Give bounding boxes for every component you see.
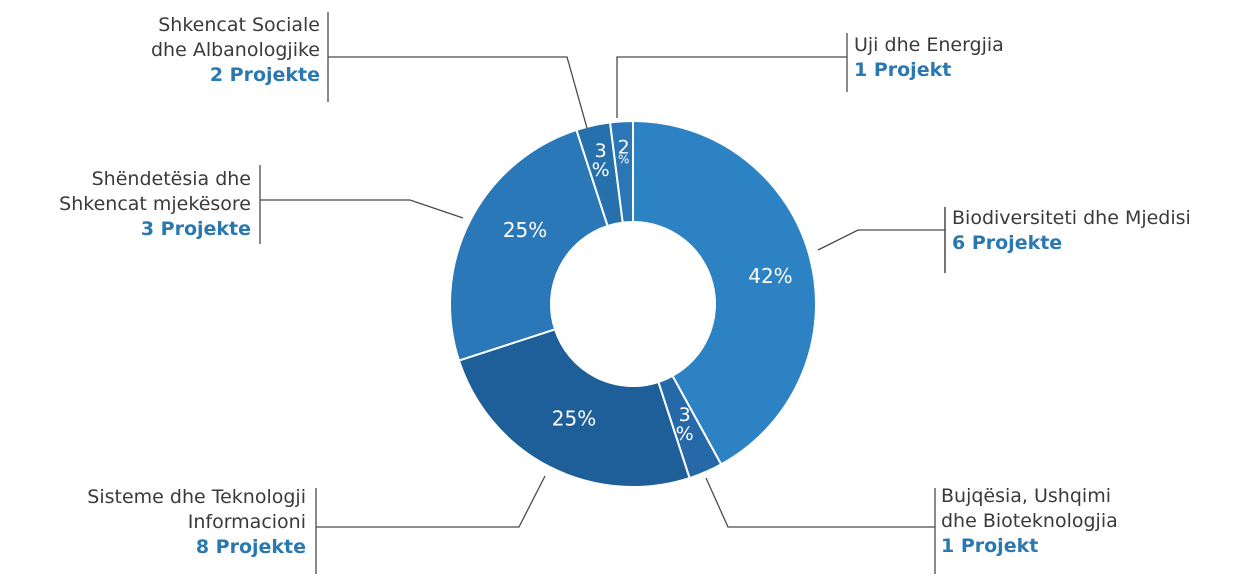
percent-label-biodiversiteti-dhe-mjedisi: 42%	[748, 264, 792, 288]
leader-line-biodiversiteti-dhe-mjedisi	[817, 207, 946, 273]
category-name-shkencat-sociale-dhe-albanologjike: Shkencat Sociale	[158, 14, 320, 36]
percent-label-bujqesia-ushqimi-dhe-bioteknologjia: 3%	[676, 403, 694, 444]
project-count-bujqesia-ushqimi-dhe-bioteknologjia: 1 Projekt	[941, 535, 1038, 557]
percent-label-shkencat-sociale-dhe-albanologjike: 3%	[592, 140, 610, 181]
leader-line-sisteme-dhe-teknologji-informacioni	[316, 475, 546, 528]
percent-label-uji-dhe-energjia: 2%	[618, 136, 630, 166]
leader-lines	[259, 12, 946, 574]
category-name-sisteme-dhe-teknologji-informacioni: Informacioni	[188, 511, 306, 533]
project-count-sisteme-dhe-teknologji-informacioni: 8 Projekte	[196, 536, 306, 558]
category-name-shendetesia-dhe-shkencat-mjekesore: Shkencat mjekësore	[59, 193, 251, 215]
category-name-shendetesia-dhe-shkencat-mjekesore: Shëndetësia dhe	[92, 168, 251, 190]
leader-line-uji-dhe-energjia	[616, 56, 847, 118]
project-count-shkencat-sociale-dhe-albanologjike: 2 Projekte	[210, 64, 320, 86]
project-count-shendetesia-dhe-shkencat-mjekesore: 3 Projekte	[141, 218, 251, 240]
percent-labels: 42% 3 % 25% 25% 3 % 2%	[503, 136, 793, 444]
category-name-bujqesia-ushqimi-dhe-bioteknologjia: Bujqësia, Ushqimi	[941, 485, 1111, 507]
category-name-shkencat-sociale-dhe-albanologjike: dhe Albanologjike	[151, 39, 320, 61]
slice-uji-dhe-energjia	[608, 119, 634, 224]
leader-line-shkencat-sociale-dhe-albanologjike	[328, 56, 588, 129]
category-name-biodiversiteti-dhe-mjedisi: Biodiversiteti dhe Mjedisi	[952, 207, 1191, 229]
project-count-biodiversiteti-dhe-mjedisi: 6 Projekte	[952, 232, 1062, 254]
category-name-bujqesia-ushqimi-dhe-bioteknologjia: dhe Bioteknologjia	[941, 510, 1118, 532]
leader-line-shendetesia-dhe-shkencat-mjekesore	[260, 199, 464, 219]
project-count-uji-dhe-energjia: 1 Projekt	[854, 59, 951, 81]
category-name-uji-dhe-energjia: Uji dhe Energjia	[854, 34, 1004, 56]
percent-label-sisteme-dhe-teknologji-informacioni: 25%	[552, 406, 596, 430]
category-labels: Biodiversiteti dhe Mjedisi 6 Projekte Bujq…	[59, 14, 1191, 558]
slice-biodiversiteti-dhe-mjedisi	[632, 119, 817, 466]
donut-slices	[449, 119, 817, 488]
percent-label-shendetesia-dhe-shkencat-mjekesore: 25%	[503, 218, 547, 242]
slice-sisteme-dhe-teknologji-informacioni	[457, 328, 691, 488]
leader-line-bujqesia-ushqimi-dhe-bioteknologjia	[705, 477, 935, 528]
category-name-sisteme-dhe-teknologji-informacioni: Sisteme dhe Teknologji	[87, 486, 306, 508]
slice-shendetesia-dhe-shkencat-mjekesore	[449, 128, 609, 362]
